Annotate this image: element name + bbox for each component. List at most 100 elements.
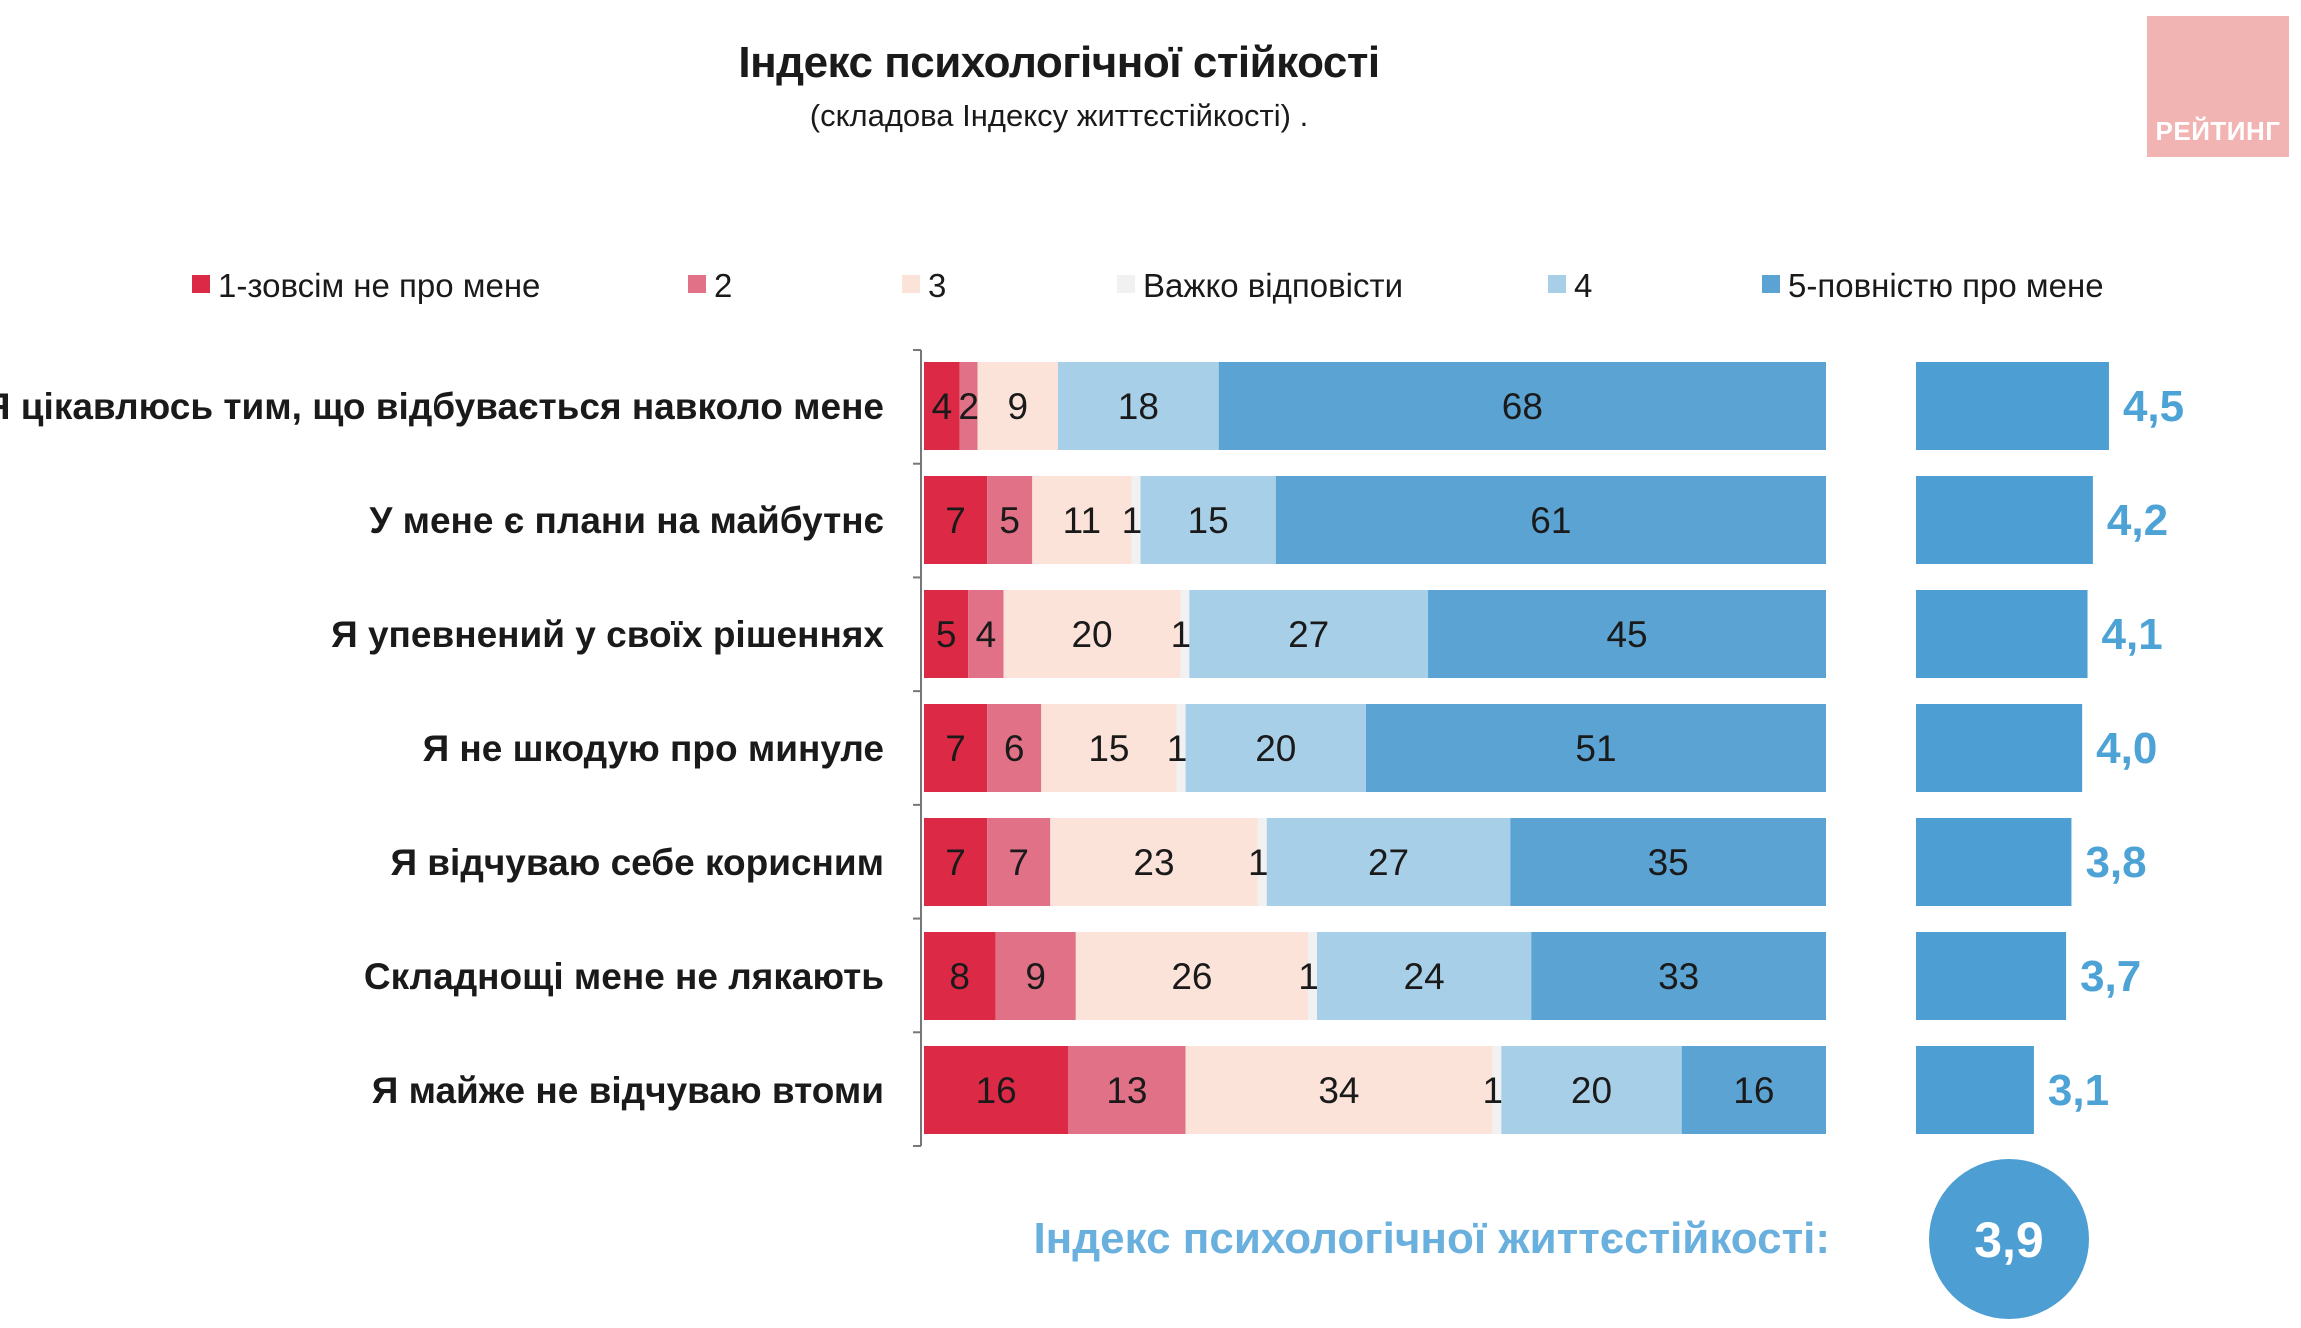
legend-entry: 5-повністю про мене bbox=[1788, 267, 2104, 304]
index-label: Індекс психологічної життєстійкості: bbox=[1033, 1214, 1830, 1263]
score-bar bbox=[1916, 1046, 2034, 1134]
bar-segment bbox=[1032, 476, 1132, 564]
bar-segment bbox=[1510, 818, 1826, 906]
bar-segment bbox=[968, 590, 1004, 678]
score-label: 3,8 bbox=[2085, 838, 2146, 887]
bar-value-label: 27 bbox=[1288, 614, 1329, 655]
score-bar bbox=[1916, 932, 2067, 1020]
rating-logo: РЕЙТИНГ bbox=[2147, 16, 2289, 157]
bar-segment bbox=[924, 704, 988, 792]
bar-value-label: 1 bbox=[1248, 842, 1269, 883]
bar-value-label: 15 bbox=[1188, 500, 1229, 541]
bar-value-label: 27 bbox=[1368, 842, 1409, 883]
bar-segment bbox=[924, 818, 988, 906]
score-bar bbox=[1916, 818, 2072, 906]
chart-title: Індекс психологічної стійкості bbox=[738, 38, 1380, 87]
legend-entry: 3 bbox=[928, 267, 946, 304]
bar-value-label: 24 bbox=[1404, 956, 1445, 997]
bar-segment bbox=[1140, 476, 1276, 564]
bar-value-label: 5 bbox=[999, 500, 1020, 541]
bar-segment bbox=[924, 362, 960, 450]
bar-segment bbox=[1428, 590, 1826, 678]
bar-segment bbox=[924, 476, 988, 564]
category-label: Я упевнений у своїх рішеннях bbox=[331, 614, 884, 655]
bar-value-label: 9 bbox=[1025, 956, 1046, 997]
score-bar bbox=[1916, 362, 2109, 450]
bar-segment bbox=[995, 932, 1076, 1020]
bar-value-label: 1 bbox=[1482, 1070, 1503, 1111]
bar-segment bbox=[1075, 932, 1309, 1020]
legend-entry: 4 bbox=[1574, 267, 1592, 304]
bar-segment bbox=[1275, 476, 1826, 564]
bar-segment bbox=[924, 590, 969, 678]
bar-value-label: 33 bbox=[1658, 956, 1699, 997]
bar-value-label: 23 bbox=[1133, 842, 1174, 883]
score-label: 4,1 bbox=[2102, 610, 2163, 659]
bar-value-label: 2 bbox=[958, 386, 979, 427]
score-bar bbox=[1916, 704, 2083, 792]
bar-segment bbox=[1316, 932, 1532, 1020]
category-label: Я майже не відчуваю втоми bbox=[372, 1070, 884, 1111]
legend-swatch bbox=[688, 275, 706, 293]
bar-segment bbox=[977, 362, 1058, 450]
bar-segment bbox=[924, 932, 996, 1020]
legend-swatch bbox=[1548, 275, 1566, 293]
bar-value-label: 7 bbox=[945, 842, 966, 883]
bar-value-label: 7 bbox=[1008, 842, 1029, 883]
score-label: 4,5 bbox=[2123, 382, 2184, 431]
bar-value-label: 1 bbox=[1171, 614, 1192, 655]
bar-segment bbox=[1068, 1046, 1186, 1134]
bar-value-label: 45 bbox=[1606, 614, 1647, 655]
category-label: Я відчуваю себе корисним bbox=[390, 842, 884, 883]
category-label: Складнощі мене не лякають bbox=[364, 956, 884, 997]
legend-entry: Важко відповісти bbox=[1143, 267, 1403, 304]
score-label: 4,2 bbox=[2107, 496, 2168, 545]
legend-swatch bbox=[1762, 275, 1780, 293]
chart-subtitle: (складова Індексу життєстійкості) . bbox=[809, 98, 1309, 133]
bar-value-label: 6 bbox=[1004, 728, 1025, 769]
bar-segment bbox=[959, 362, 978, 450]
bar-segment bbox=[1050, 818, 1258, 906]
bar-segment bbox=[1185, 704, 1366, 792]
bar-value-label: 7 bbox=[945, 500, 966, 541]
index-value: 3,9 bbox=[1974, 1212, 2044, 1268]
bar-value-label: 20 bbox=[1571, 1070, 1612, 1111]
score-label: 4,0 bbox=[2096, 724, 2157, 773]
score-bar bbox=[1916, 590, 2088, 678]
category-label: У мене є плани на майбутнє bbox=[369, 500, 884, 541]
bar-value-label: 8 bbox=[949, 956, 970, 997]
bar-segment bbox=[924, 1046, 1069, 1134]
bar-segment bbox=[987, 476, 1033, 564]
bar-segment bbox=[1492, 1046, 1502, 1134]
category-label: Я не шкодую про минуле bbox=[423, 728, 884, 769]
bar-value-label: 15 bbox=[1088, 728, 1129, 769]
bar-value-label: 1 bbox=[1122, 500, 1143, 541]
bar-value-label: 20 bbox=[1071, 614, 1112, 655]
bar-value-label: 1 bbox=[1298, 956, 1319, 997]
bar-segment bbox=[1189, 590, 1429, 678]
bar-segment bbox=[1176, 704, 1186, 792]
bar-value-label: 7 bbox=[945, 728, 966, 769]
legend-swatch bbox=[1117, 275, 1135, 293]
bar-segment bbox=[1257, 818, 1267, 906]
bar-value-label: 61 bbox=[1530, 500, 1571, 541]
bar-value-label: 68 bbox=[1502, 386, 1543, 427]
bar-value-label: 16 bbox=[976, 1070, 1017, 1111]
bar-segment bbox=[1681, 1046, 1826, 1134]
index-circle bbox=[1929, 1159, 2089, 1319]
bar-value-label: 26 bbox=[1171, 956, 1212, 997]
legend-entry: 2 bbox=[714, 267, 732, 304]
bar-value-label: 5 bbox=[936, 614, 957, 655]
bar-value-label: 35 bbox=[1648, 842, 1689, 883]
bar-segment bbox=[1180, 590, 1190, 678]
bar-segment bbox=[1131, 476, 1141, 564]
bar-value-label: 20 bbox=[1255, 728, 1296, 769]
bar-segment bbox=[1041, 704, 1177, 792]
legend-swatch bbox=[192, 275, 210, 293]
score-label: 3,1 bbox=[2048, 1066, 2109, 1115]
bar-value-label: 11 bbox=[1063, 500, 1101, 541]
bar-segment bbox=[1365, 704, 1826, 792]
bar-value-label: 34 bbox=[1318, 1070, 1359, 1111]
bar-segment bbox=[1185, 1046, 1493, 1134]
